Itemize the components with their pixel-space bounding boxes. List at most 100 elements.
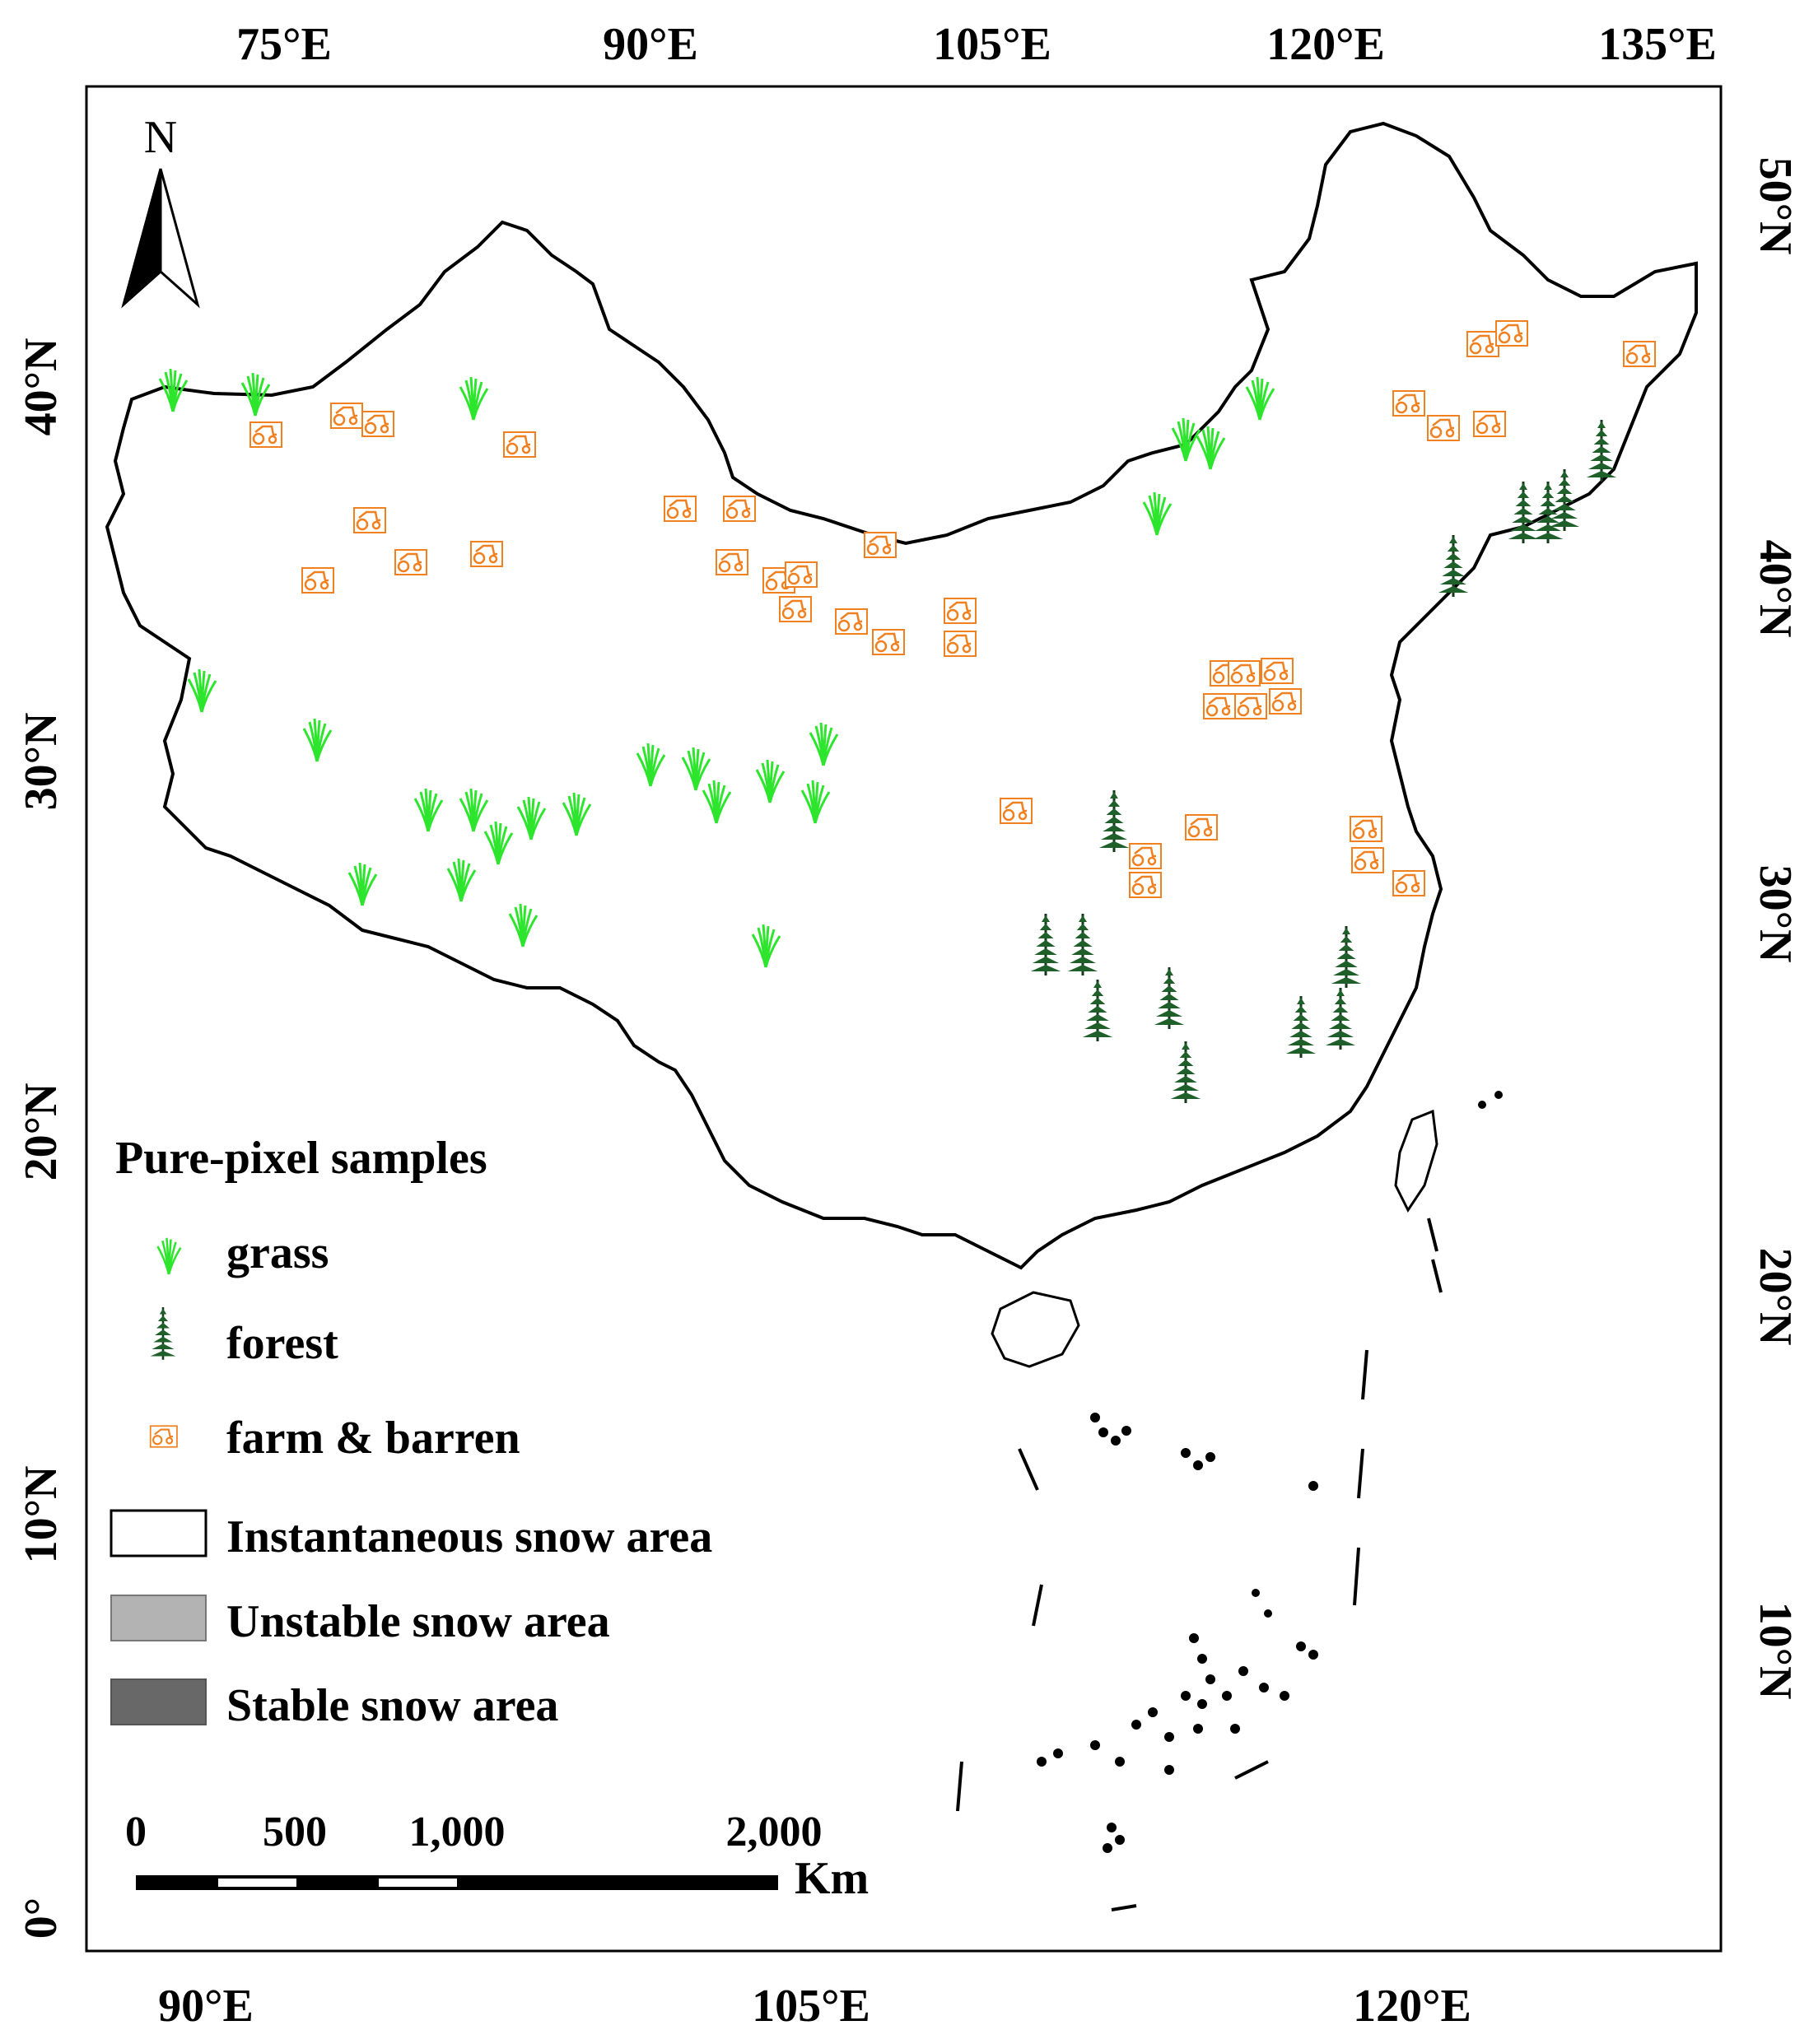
forest-icon [150,1307,176,1360]
grass-icon [681,747,711,791]
grass-icon [751,924,781,968]
tractor-icon [1427,415,1460,441]
legend-item-stable: Stable snow area [110,1679,558,1731]
graticule-labels: 75°E 90°E 105°E 120°E 135°E 90°E 105°E 1… [16,19,1801,2032]
forest-icon [1325,988,1356,1050]
legend-item-unstable: Unstable snow area [110,1595,610,1647]
instantaneous-swatch [110,1509,207,1557]
tractor-icon [470,541,503,567]
legend-label: Unstable snow area [226,1596,610,1647]
sample-markers [158,320,1656,1103]
top-lon-label: 120°E [1266,19,1385,70]
legend-item-forest: forest [150,1307,338,1369]
grass-icon [800,780,831,824]
forest-icon [1438,535,1469,597]
stable-swatch [110,1679,207,1725]
tractor-icon [1495,320,1528,347]
grass-icon [508,903,539,948]
taiwan-island [1394,1109,1438,1213]
tractor-icon [330,403,363,429]
tractor-icon [872,629,905,655]
tractor-icon [1269,688,1302,715]
south-china-sea-islands [956,1091,1503,1911]
forest-icon [1331,926,1362,988]
scale-unit: Km [795,1853,869,1904]
bottom-lon-label: 105°E [752,1981,870,2032]
top-lon-label: 75°E [236,19,332,70]
legend-label: grass [226,1227,329,1278]
forest-icon [1154,967,1185,1029]
tractor-icon [503,431,536,458]
tractor-icon [864,532,897,558]
tractor-icon [1185,814,1218,840]
legend-item-farm: farm & barren [149,1413,520,1464]
grass-icon [459,376,489,421]
grass-icon [347,862,378,906]
tractor-icon [1350,816,1382,842]
legend-label: farm & barren [226,1413,520,1464]
tractor-icon [835,608,868,635]
forest-icon [1098,790,1130,852]
forest-icon [1285,996,1317,1058]
tractor-icon [1351,847,1384,873]
grass-icon [1142,491,1173,536]
right-lat-label: 50°N [1750,157,1801,255]
forest-icon [1082,980,1113,1041]
forest-icon [1030,914,1061,975]
tractor-icon [361,411,394,437]
tractor-icon [353,507,386,533]
scale-tick-label: 1,000 [409,1809,506,1855]
tractor-icon [1392,870,1425,896]
tractor-icon [716,549,748,575]
tractor-icon [1228,660,1261,687]
tractor-icon [1203,693,1236,719]
forest-icon [1067,914,1098,975]
legend-title: Pure-pixel samples [115,1133,487,1184]
top-lon-label: 90°E [603,19,698,70]
tractor-icon [394,549,427,575]
unstable-swatch [110,1595,207,1641]
grass-icon [158,368,189,412]
tractor-icon [1129,843,1162,869]
grass-icon [809,722,839,766]
grass-icon [1196,426,1226,470]
tractor-icon [249,421,282,448]
left-lat-label: 30°N [16,713,67,811]
tractor-icon [664,496,697,522]
legend-item-instantaneous: Instantaneous snow area [110,1509,712,1562]
tractor-icon [301,567,334,594]
grass-icon [1245,376,1275,421]
grass-icon [562,792,592,836]
forest-icon [1549,469,1580,531]
grass-icon [702,780,732,824]
legend-label: Instantaneous snow area [226,1511,712,1562]
grass-icon [156,1237,182,1275]
legend-label: forest [226,1318,338,1369]
scale-tick-label: 500 [263,1809,327,1855]
tractor-icon [944,598,977,624]
tractor-icon [1466,331,1499,357]
tractor-icon [779,596,812,622]
left-lat-label: 40°N [16,338,67,436]
legend-label: Stable snow area [226,1680,558,1731]
legend-item-grass: grass [156,1227,329,1278]
grass-icon [413,788,444,832]
top-lon-label: 135°E [1598,19,1717,70]
grass-icon [240,372,271,417]
right-lat-label: 20°N [1750,1248,1801,1346]
grass-icon [755,759,786,803]
grass-icon [516,796,547,840]
grass-icon [459,788,489,832]
north-arrow-label: N [144,112,177,163]
hainan-island [991,1291,1080,1368]
tractor-icon [944,631,977,657]
right-lat-label: 10°N [1750,1602,1801,1700]
north-arrow: N [121,112,200,309]
tractor-icon [1392,390,1425,417]
bottom-lon-label: 90°E [158,1981,254,2032]
tractor-icon [1623,341,1656,367]
right-lat-label: 40°N [1750,540,1801,638]
scale-bar: 0 500 1,000 2,000 Km [125,1809,869,1904]
right-lat-label: 30°N [1750,865,1801,963]
left-lat-label: 0° [16,1897,67,1939]
